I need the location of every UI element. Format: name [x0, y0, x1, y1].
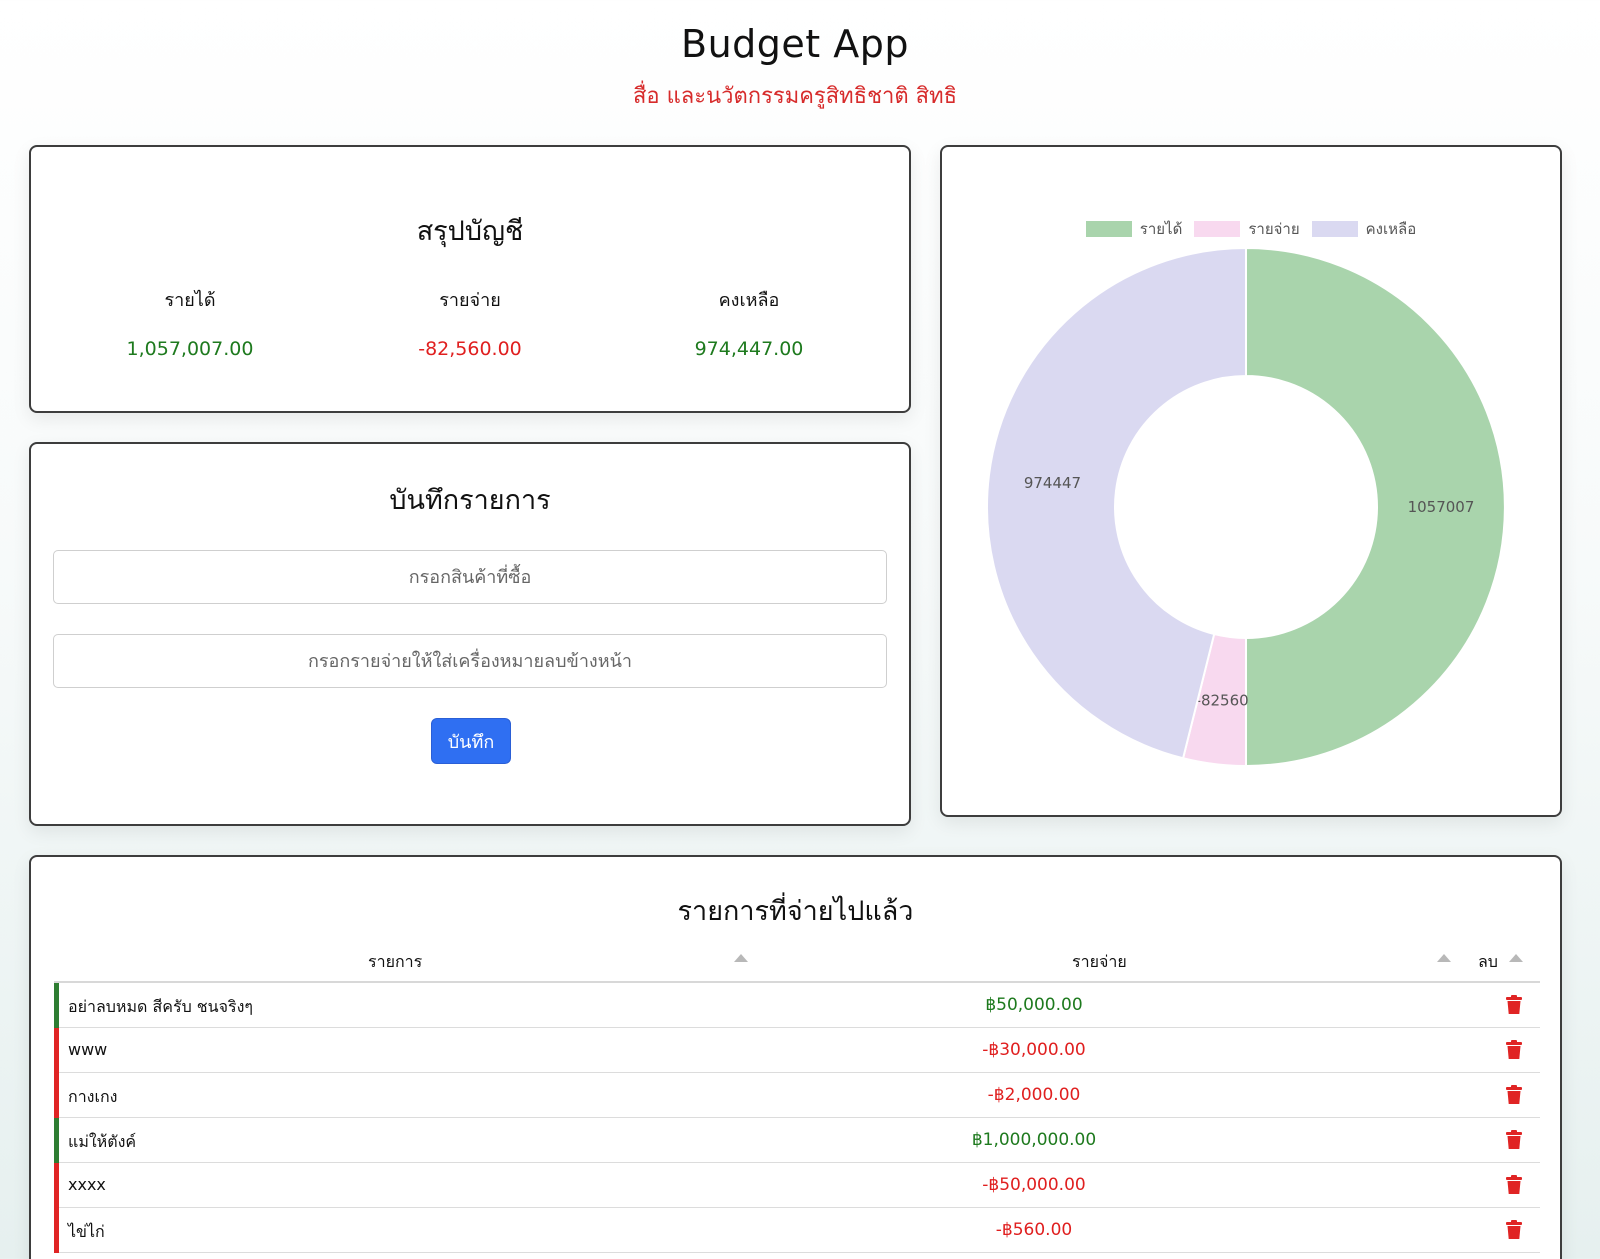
legend-item-income[interactable]: รายได้ — [1085, 217, 1183, 241]
trash-icon[interactable] — [1505, 1130, 1523, 1150]
legend-item-balance[interactable]: คงเหลือ — [1311, 217, 1417, 241]
trash-icon[interactable] — [1505, 1175, 1523, 1195]
sort-up-icon[interactable] — [734, 954, 748, 962]
table-row: แม่ให้ตังค์ ฿1,000,000.00 — [54, 1118, 1540, 1163]
row-type-indicator — [54, 983, 59, 1028]
table-row: xxxx -฿50,000.00 — [54, 1163, 1540, 1208]
balance-value: 974,447.00 — [694, 338, 804, 360]
chart-card: รายได้ รายจ่าย คงเหลือ 1057007 -82560 9744… — [940, 145, 1562, 817]
donut-label-income: 1057007 — [1408, 498, 1475, 516]
row-item-name: กางเกง — [68, 1087, 118, 1106]
app-title: Budget App — [681, 22, 909, 66]
table-row: www -฿30,000.00 — [54, 1028, 1540, 1073]
row-type-indicator — [54, 1073, 59, 1118]
sort-up-icon[interactable] — [1509, 954, 1523, 962]
table-row: อย่าลบหมด สีครับ ชนจริงๆ ฿50,000.00 — [54, 983, 1540, 1028]
legend-label-balance: คงเหลือ — [1365, 220, 1417, 238]
donut-chart: 1057007 -82560 974447 — [986, 246, 1506, 768]
summary-title: สรุปบัญชี — [416, 216, 524, 247]
balance-label: คงเหลือ — [718, 290, 780, 311]
summary-card: สรุปบัญชี รายได้ 1,057,007.00 รายจ่าย -8… — [29, 145, 911, 413]
trash-icon[interactable] — [1505, 1220, 1523, 1240]
donut-label-balance: 974447 — [1024, 474, 1081, 492]
save-button[interactable]: บันทึก — [431, 718, 511, 764]
income-value: 1,057,007.00 — [126, 338, 254, 360]
legend-swatch-balance — [1311, 221, 1358, 237]
row-item-name: อย่าลบหมด สีครับ ชนจริงๆ — [68, 997, 253, 1016]
trash-icon[interactable] — [1505, 995, 1523, 1015]
row-item-name: แม่ให้ตังค์ — [68, 1132, 137, 1151]
income-summary: รายได้ 1,057,007.00 — [50, 285, 330, 360]
trash-icon[interactable] — [1505, 1085, 1523, 1105]
history-title: รายการที่จ่ายไปแล้ว — [677, 896, 914, 927]
history-card: รายการที่จ่ายไปแล้ว รายการ รายจ่าย ลบ อย… — [29, 855, 1562, 1259]
legend-swatch-expense — [1194, 221, 1241, 237]
header-divider — [54, 981, 1540, 983]
row-amount: -฿560.00 — [995, 1220, 1073, 1240]
income-label: รายได้ — [164, 290, 216, 311]
expense-label: รายจ่าย — [439, 290, 501, 311]
column-header-item[interactable]: รายการ — [368, 952, 423, 971]
row-type-indicator — [54, 1163, 59, 1208]
table-row: กางเกง -฿2,000.00 — [54, 1073, 1540, 1118]
legend-item-expense[interactable]: รายจ่าย — [1194, 217, 1300, 241]
row-item-name: www — [68, 1040, 108, 1059]
donut-label-expense: -82560 — [1196, 692, 1249, 710]
column-header-amount[interactable]: รายจ่าย — [1072, 952, 1127, 971]
donut-slice-income[interactable] — [1245, 246, 1506, 768]
entry-title: บันทึกรายการ — [389, 485, 551, 516]
row-amount: -฿50,000.00 — [982, 1175, 1086, 1195]
expense-value: -82,560.00 — [418, 338, 522, 360]
item-input[interactable] — [53, 550, 887, 604]
entry-card: บันทึกรายการ บันทึก — [29, 442, 911, 826]
balance-summary: คงเหลือ 974,447.00 — [609, 285, 889, 360]
row-type-indicator — [54, 1208, 59, 1253]
row-amount: -฿30,000.00 — [982, 1040, 1086, 1060]
trash-icon[interactable] — [1505, 1040, 1523, 1060]
row-amount: ฿50,000.00 — [985, 995, 1083, 1015]
legend-swatch-income — [1085, 221, 1132, 237]
app-subtitle: สื่อ และนวัตกรรมครูสิทธิชาติ สิทธิ — [632, 84, 958, 109]
legend-label-income: รายได้ — [1139, 220, 1183, 238]
legend-label-expense: รายจ่าย — [1248, 220, 1300, 238]
sort-up-icon[interactable] — [1437, 954, 1451, 962]
expense-summary: รายจ่าย -82,560.00 — [330, 285, 610, 360]
row-item-name: xxxx — [68, 1175, 106, 1194]
row-type-indicator — [54, 1118, 59, 1163]
row-amount: -฿2,000.00 — [987, 1085, 1081, 1105]
column-header-delete[interactable]: ลบ — [1478, 952, 1498, 971]
row-amount: ฿1,000,000.00 — [971, 1130, 1097, 1150]
donut-slice-balance[interactable] — [986, 246, 1247, 760]
chart-legend: รายได้ รายจ่าย คงเหลือ — [942, 217, 1560, 241]
amount-input[interactable] — [53, 634, 887, 688]
row-item-name: ไข่ไก่ — [68, 1222, 105, 1241]
row-type-indicator — [54, 1028, 59, 1073]
table-row: ไข่ไก่ -฿560.00 — [54, 1208, 1540, 1253]
